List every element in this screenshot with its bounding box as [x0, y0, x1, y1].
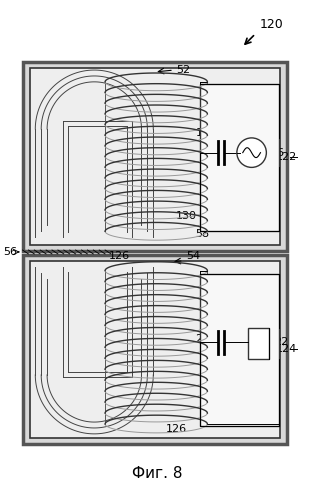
Text: 132: 132 [210, 126, 232, 136]
Text: 128: 128 [210, 320, 232, 330]
Text: 18: 18 [196, 128, 210, 138]
Text: 126: 126 [166, 424, 187, 434]
Text: 20: 20 [196, 334, 210, 344]
Text: 22: 22 [274, 337, 289, 347]
Text: 16: 16 [271, 148, 285, 158]
Text: 120: 120 [260, 18, 283, 31]
Circle shape [237, 138, 266, 167]
Text: 56: 56 [4, 247, 17, 257]
Bar [30, 261, 280, 438]
Bar [23, 62, 287, 251]
Bar [23, 255, 287, 444]
Text: Фиг. 8: Фиг. 8 [132, 466, 183, 481]
Text: 58: 58 [196, 229, 210, 239]
Text: 130: 130 [176, 212, 197, 222]
Bar [201, 273, 279, 426]
Text: 52: 52 [176, 65, 190, 75]
Text: 124: 124 [275, 344, 297, 354]
Text: 54: 54 [186, 251, 200, 261]
Text: 122: 122 [275, 152, 297, 162]
Bar [248, 328, 269, 359]
Bar [30, 68, 280, 245]
Text: 126: 126 [109, 251, 130, 261]
Bar [201, 84, 279, 232]
